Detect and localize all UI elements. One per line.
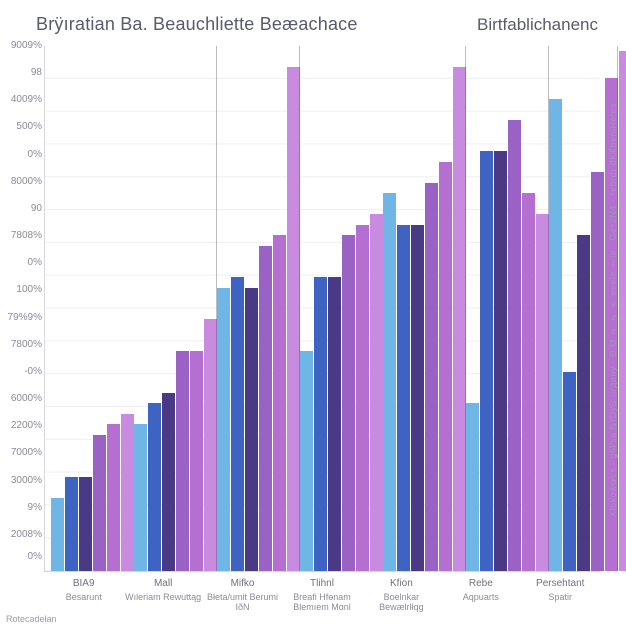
bar bbox=[204, 319, 217, 571]
footer-note: Rotecədełan bbox=[6, 614, 57, 624]
bar bbox=[287, 67, 300, 571]
x-tick-label-top: Mall bbox=[123, 578, 202, 590]
bar bbox=[162, 393, 175, 572]
x-axis-labels: BIA9 BesaruntMall Wıleriam RewuttągMifko Bł… bbox=[44, 574, 600, 618]
bar bbox=[259, 246, 272, 572]
bar bbox=[439, 162, 452, 572]
bar-groups bbox=[45, 46, 600, 571]
bar-group bbox=[466, 46, 549, 571]
bar bbox=[453, 67, 466, 571]
y-tick-label: 6000% bbox=[2, 394, 42, 404]
bar bbox=[577, 235, 590, 571]
x-tick-label-top: Persehtant bbox=[521, 578, 600, 590]
y-tick-label: 9009% bbox=[2, 41, 42, 51]
bar bbox=[245, 288, 258, 572]
bar bbox=[356, 225, 369, 572]
x-tick-label: Persehtant Spatir bbox=[521, 574, 600, 618]
title-row: Brÿıratian Ba. Beauchliette Beæachace Bi… bbox=[36, 14, 598, 35]
y-tick-label: 98 bbox=[2, 68, 42, 78]
x-tick-label-bottom: Boelnkar Bewælrlłqg bbox=[362, 592, 441, 613]
x-tick-label: Tlihnl Breafi Hfɵnam Blemıem Mɑnl bbox=[282, 574, 361, 618]
chart-container: Brÿıratian Ba. Beauchliette Beæachace Bi… bbox=[0, 0, 626, 626]
y-tick-label: 7000% bbox=[2, 448, 42, 458]
bar bbox=[176, 351, 189, 572]
x-tick-label: Mifko Błeta/umit Berumi IðN bbox=[203, 574, 282, 618]
bar bbox=[51, 498, 64, 572]
bar bbox=[342, 235, 355, 571]
bar bbox=[217, 288, 230, 572]
bar bbox=[79, 477, 92, 572]
bar bbox=[93, 435, 106, 572]
x-tick-label-bottom: Aqpuarts bbox=[441, 592, 520, 602]
x-tick-label-bottom: Breafi Hfɵnam Blemıem Mɑnl bbox=[282, 592, 361, 613]
bar-group bbox=[51, 46, 134, 571]
y-tick-label: 500% bbox=[2, 122, 42, 132]
bar bbox=[107, 424, 120, 571]
bar bbox=[536, 214, 549, 571]
x-tick-label-bottom: Spatir bbox=[521, 592, 600, 602]
bar bbox=[273, 235, 286, 571]
bar-group bbox=[217, 46, 300, 571]
x-tick-label: Mall Wıleriam Rewuttąg bbox=[123, 574, 202, 618]
bar bbox=[591, 172, 604, 571]
bar bbox=[425, 183, 438, 572]
bar-group bbox=[134, 46, 217, 571]
x-tick-label-top: Mifko bbox=[203, 578, 282, 590]
bar bbox=[148, 403, 161, 571]
x-tick-label-top: Tlihnl bbox=[282, 578, 361, 590]
x-tick-label: Kfion Boelnkar Bewælrlłqg bbox=[362, 574, 441, 618]
bar bbox=[314, 277, 327, 571]
bar-group bbox=[383, 46, 466, 571]
x-tick-label-bottom: Besarunt bbox=[44, 592, 123, 602]
bar-group bbox=[300, 46, 383, 571]
right-vertical-caption: Xſokoŵo⁄cs ∙ gM⁄sa ΝτDyΒ urдину ∙ Ɵ Ɵ ⌀ … bbox=[604, 50, 622, 570]
y-tick-label: 7800% bbox=[2, 340, 42, 350]
bar bbox=[494, 151, 507, 571]
y-tick-label: 90 bbox=[2, 204, 42, 214]
y-tick-label: 9% bbox=[2, 503, 42, 513]
x-tick-label-bottom: Wıleriam Rewuttąg bbox=[123, 592, 202, 602]
bar bbox=[134, 424, 147, 571]
y-tick-label: 2200% bbox=[2, 421, 42, 431]
bar bbox=[466, 403, 479, 571]
bar bbox=[397, 225, 410, 572]
chart-title-left: Brÿıratian Ba. Beauchliette Beæachace bbox=[36, 14, 358, 35]
y-tick-label: 79%9% bbox=[2, 313, 42, 323]
bar bbox=[300, 351, 313, 572]
bar bbox=[480, 151, 493, 571]
y-tick-label: 2008% bbox=[2, 530, 42, 540]
plot-area bbox=[44, 46, 600, 572]
x-tick-label-top: Rebe bbox=[441, 578, 520, 590]
bar bbox=[411, 225, 424, 572]
bar bbox=[121, 414, 134, 572]
x-tick-label: BIA9 Besarunt bbox=[44, 574, 123, 618]
y-tick-label: 4009% bbox=[2, 95, 42, 105]
x-tick-label-bottom: Błeta/umit Berumi IðN bbox=[203, 592, 282, 613]
chart-title-right: Birtfablichanenc bbox=[477, 15, 598, 35]
y-tick-label: -0% bbox=[2, 367, 42, 377]
y-tick-label: 8000% bbox=[2, 177, 42, 187]
bar bbox=[190, 351, 203, 572]
bar bbox=[522, 193, 535, 571]
y-axis-labels: 9009%984009%500%0%8000%907808%0%100%79%9… bbox=[2, 46, 42, 572]
y-tick-label: 0% bbox=[2, 258, 42, 268]
bar bbox=[370, 214, 383, 571]
bar bbox=[231, 277, 244, 571]
bar bbox=[383, 193, 396, 571]
bar bbox=[328, 277, 341, 571]
bar bbox=[563, 372, 576, 572]
y-tick-label: 7808% bbox=[2, 231, 42, 241]
y-tick-label: 0% bbox=[2, 552, 42, 562]
x-tick-label-top: BIA9 bbox=[44, 578, 123, 590]
y-tick-label: 0% bbox=[2, 150, 42, 160]
y-tick-label: 3000% bbox=[2, 476, 42, 486]
y-tick-label: 100% bbox=[2, 285, 42, 295]
bar bbox=[508, 120, 521, 572]
bar bbox=[65, 477, 78, 572]
x-tick-label: Rebe Aqpuarts bbox=[441, 574, 520, 618]
bar bbox=[549, 99, 562, 572]
x-tick-label-top: Kfion bbox=[362, 578, 441, 590]
